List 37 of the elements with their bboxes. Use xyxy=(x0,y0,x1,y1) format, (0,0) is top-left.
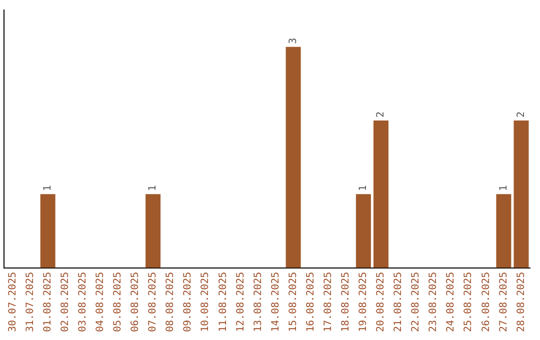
x-tick-label: 02.08.2025 xyxy=(60,272,71,332)
data-label: 1 xyxy=(498,185,510,192)
x-tick-label: 24.08.2025 xyxy=(446,272,457,332)
x-tick-label: 03.08.2025 xyxy=(77,272,88,332)
x-tick-label: 05.08.2025 xyxy=(112,272,124,332)
x-tick-label: 10.08.2025 xyxy=(200,272,212,332)
data-label: 2 xyxy=(516,111,527,118)
data-label: 1 xyxy=(148,185,159,192)
x-tick-label: 19.08.2025 xyxy=(358,272,370,332)
data-label: 1 xyxy=(42,185,54,192)
x-tick-label: 31.07.2025 xyxy=(24,272,36,332)
data-label: 2 xyxy=(376,111,387,118)
x-tick-label: 28.08.2025 xyxy=(516,272,527,332)
x-tick-label: 14.08.2025 xyxy=(270,272,282,332)
x-tick-label: 06.08.2025 xyxy=(130,272,142,332)
x-tick-label: 04.08.2025 xyxy=(95,272,106,332)
x-tick-label: 07.08.2025 xyxy=(148,272,159,332)
x-tick-label: 13.08.2025 xyxy=(252,272,264,332)
x-tick-label: 30.07.2025 xyxy=(7,272,18,332)
x-tick-label: 25.08.2025 xyxy=(463,272,474,332)
x-tick-label: 11.08.2025 xyxy=(218,272,229,332)
x-tick-label: 23.08.2025 xyxy=(428,272,440,332)
x-tick-label: 08.08.2025 xyxy=(165,272,176,332)
x-tick-label: 01.08.2025 xyxy=(42,272,54,332)
x-tick-label: 12.08.2025 xyxy=(235,272,246,332)
data-label: 1 xyxy=(358,185,370,192)
x-tick-label: 18.08.2025 xyxy=(340,272,352,332)
x-tick-label: 20.08.2025 xyxy=(376,272,387,332)
x-tick-label: 09.08.2025 xyxy=(182,272,194,332)
x-tick-label: 21.08.2025 xyxy=(393,272,404,332)
x-tick-label: 15.08.2025 xyxy=(288,272,299,332)
x-tick-label: 26.08.2025 xyxy=(480,272,492,332)
x-tick-label: 16.08.2025 xyxy=(305,272,316,332)
data-label: 3 xyxy=(288,38,299,44)
x-tick-label: 27.08.2025 xyxy=(498,272,510,332)
x-tick-label: 22.08.2025 xyxy=(410,272,422,332)
x-tick-label: 17.08.2025 xyxy=(322,272,334,332)
